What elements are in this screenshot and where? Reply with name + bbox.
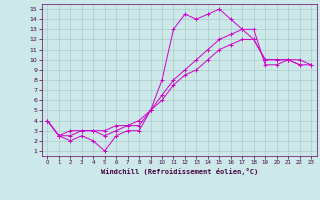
X-axis label: Windchill (Refroidissement éolien,°C): Windchill (Refroidissement éolien,°C) xyxy=(100,168,258,175)
